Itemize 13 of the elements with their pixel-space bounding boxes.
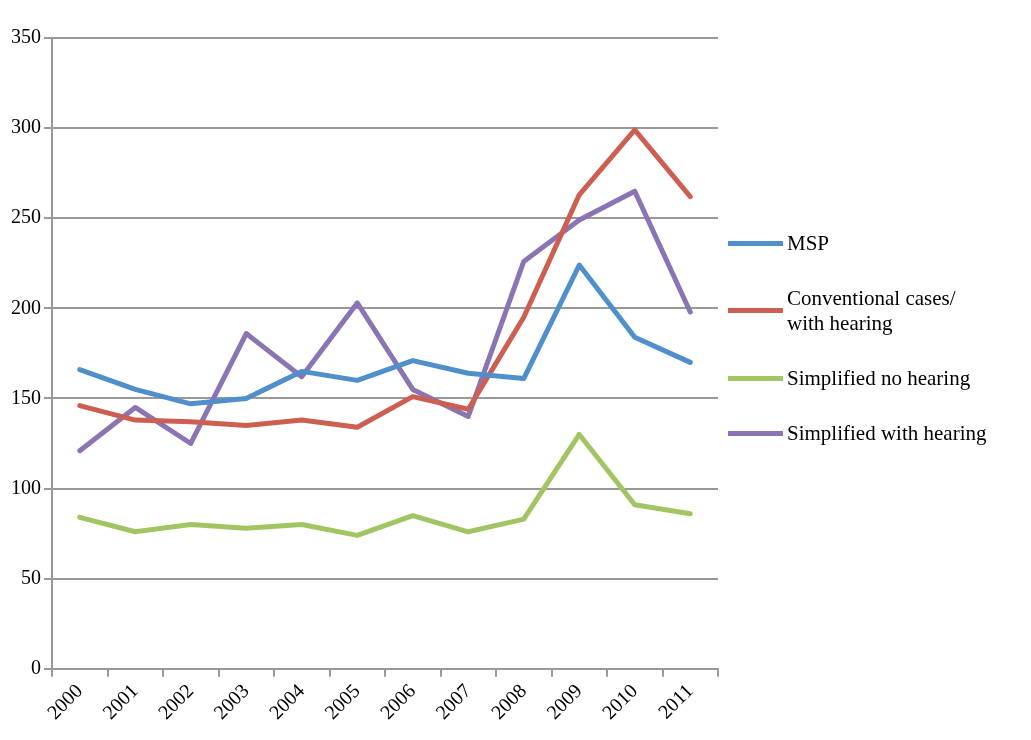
legend-label: Conventional cases/ with hearing: [787, 285, 957, 336]
y-tick-label: 50: [21, 565, 41, 588]
y-tick-label: 350: [11, 25, 41, 48]
legend-label: MSP: [787, 230, 831, 256]
y-tick-label: 150: [11, 385, 41, 408]
legend-label: Simplified with hearing: [787, 420, 988, 446]
y-tick-label: 250: [11, 205, 41, 228]
x-tick-label: 2011: [653, 679, 697, 723]
legend-label: Simplified no hearing: [787, 365, 972, 391]
y-tick-label: 100: [11, 475, 41, 498]
y-tick-label: 300: [11, 115, 41, 138]
y-tick-label: 0: [31, 656, 41, 678]
y-tick-label: 200: [11, 295, 41, 318]
